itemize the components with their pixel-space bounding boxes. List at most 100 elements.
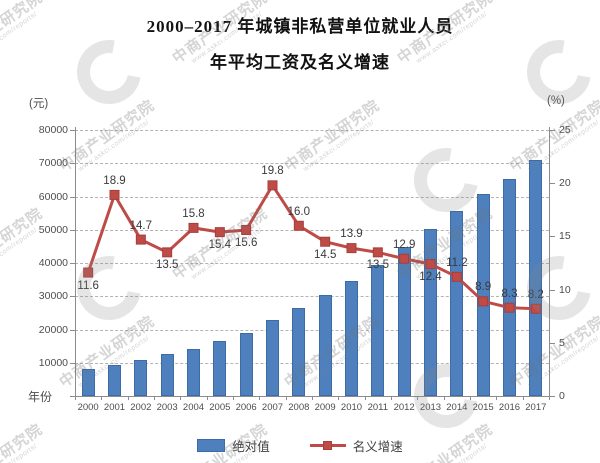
left-tick-label-20000: 20000 (38, 323, 68, 336)
growth-marker-2014 (451, 271, 462, 282)
right-tick-label-20: 20 (559, 177, 571, 190)
x-tick-label-2017: 2017 (525, 402, 547, 413)
left-axis-tick (70, 196, 75, 198)
x-axis-tick (206, 396, 208, 400)
x-tick-label-2014: 2014 (446, 402, 468, 413)
bar-2007 (266, 319, 279, 396)
bar-2014 (450, 210, 464, 396)
left-axis-tick (70, 329, 75, 331)
growth-marker-2009 (320, 236, 331, 247)
growth-label-2005: 15.4 (208, 239, 232, 252)
left-axis-line (75, 127, 76, 397)
growth-marker-2002 (135, 234, 146, 245)
right-axis-line (549, 127, 550, 397)
growth-marker-2005 (214, 227, 225, 238)
x-axis-tick (233, 396, 234, 400)
growth-label-2015: 8.9 (475, 281, 492, 294)
growth-label-2008: 16.0 (287, 205, 311, 218)
left-tick-label-70000: 70000 (38, 157, 68, 170)
growth-marker-2010 (346, 243, 357, 254)
x-axis-tick (496, 396, 498, 400)
left-axis-tick (70, 362, 75, 364)
growth-label-2009: 14.5 (313, 248, 337, 261)
growth-label-2000: 11.6 (77, 279, 99, 292)
growth-label-2012: 12.9 (392, 238, 416, 251)
x-tick-label-2012: 2012 (393, 402, 415, 413)
x-axis-tick (338, 396, 340, 400)
x-tick-label-2010: 2010 (340, 402, 363, 413)
x-axis-tick (443, 396, 445, 400)
x-axis-tick (470, 396, 471, 400)
x-axis-tick (364, 396, 366, 400)
x-tick-label-2000: 2000 (77, 402, 99, 413)
legend-item-bar-series: 绝对值 (197, 436, 270, 455)
x-axis-tick (259, 396, 261, 400)
right-tick-label-15: 15 (559, 230, 571, 243)
growth-label-2002: 14.7 (129, 219, 153, 232)
x-axis-tick (101, 396, 103, 400)
growth-marker-2012 (399, 253, 410, 264)
bar-2009 (318, 295, 332, 396)
chart-title-line1: 2000–2017 年城镇非私营单位就业人员 (146, 17, 454, 36)
bar-2012 (397, 247, 411, 396)
x-axis-tick (285, 396, 287, 400)
growth-line-svg (83, 180, 541, 314)
growth-label-2016: 8.3 (501, 287, 518, 300)
bar-2003 (160, 354, 174, 396)
gridline (75, 263, 549, 264)
x-tick-label-2002: 2002 (130, 402, 152, 413)
x-tick-label-2001: 2001 (103, 402, 126, 413)
watermark-logo-icon (514, 459, 600, 463)
x-tick-label-2006: 2006 (235, 402, 257, 413)
growth-label-2014: 11.2 (446, 256, 468, 269)
bar-2010 (345, 280, 358, 396)
right-axis-tick (550, 289, 555, 291)
x-tick-label-2008: 2008 (288, 402, 310, 413)
growth-marker-2015 (478, 296, 489, 307)
x-tick-label-2004: 2004 (182, 402, 205, 413)
right-axis-tick (550, 396, 555, 397)
bar-2001 (108, 364, 121, 396)
plot-area: 11.6 18.9 14.7 13.5 15.8 15.4 15.6 19.8 16.0 14.5… (75, 130, 549, 396)
left-tick-label-60000: 60000 (38, 190, 68, 203)
bar-2008 (292, 307, 306, 396)
x-tick-label-2007: 2007 (261, 402, 284, 413)
bar-2011 (371, 264, 385, 396)
x-axis-tick (75, 396, 76, 400)
growth-label-2003: 13.5 (155, 259, 179, 272)
x-axis-tick (391, 396, 392, 400)
growth-marker-2006 (241, 225, 252, 236)
x-tick-label-2015: 2015 (472, 402, 494, 413)
right-axis-tick (550, 183, 555, 185)
growth-marker-2008 (293, 220, 304, 231)
x-tick-label-2016: 2016 (498, 402, 521, 413)
legend-label-bar-series: 绝对值 (232, 440, 270, 454)
right-tick-label-25: 25 (559, 124, 571, 136)
growth-label-2004: 15.8 (182, 207, 205, 220)
x-tick-label-2011: 2011 (367, 402, 389, 413)
legend-label-line-series: 名义增速 (352, 440, 403, 454)
growth-label-2013: 12.4 (419, 271, 442, 284)
x-tick-label-2009: 2009 (314, 402, 336, 413)
growth-marker-2001 (109, 189, 120, 200)
bar-2002 (134, 359, 148, 396)
x-axis-tick (312, 396, 313, 400)
right-axis-unit: (%) (547, 95, 565, 107)
growth-marker-2013 (425, 259, 436, 270)
chart-title-line2: 年平均工资及名义增速 (210, 53, 390, 72)
bar-2017 (529, 160, 543, 396)
right-axis-tick (550, 342, 555, 344)
x-axis-tick (549, 396, 550, 400)
left-axis-tick (70, 163, 75, 165)
growth-label-2007: 19.8 (261, 165, 284, 178)
growth-marker-2000 (83, 267, 94, 278)
right-tick-label-0: 0 (559, 390, 565, 402)
bar-2005 (213, 340, 227, 396)
growth-marker-2007 (267, 180, 278, 191)
line-series-swatch-icon (309, 440, 346, 451)
left-axis-unit: (元) (29, 98, 49, 110)
left-tick-label-80000: 80000 (38, 124, 68, 136)
left-tick-label-10000: 10000 (38, 356, 68, 369)
